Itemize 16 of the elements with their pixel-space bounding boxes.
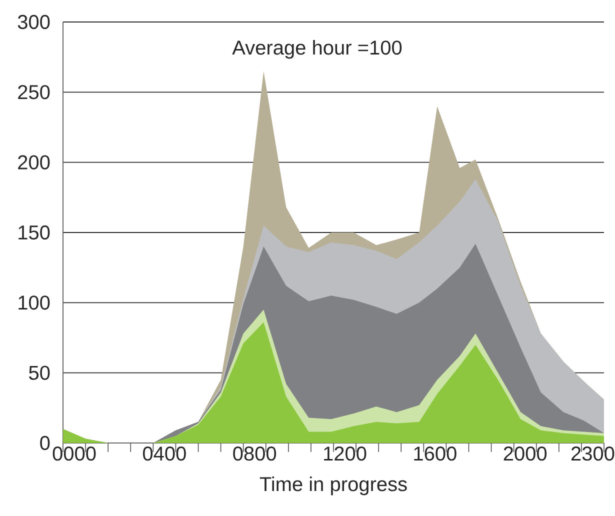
x-tick-label: 2000	[504, 446, 547, 461]
y-tick-label: 100	[18, 296, 50, 310]
x-tick-label: 1600	[414, 446, 456, 461]
y-tick-label: 150	[18, 225, 50, 240]
x-tick-label: 0800	[233, 446, 276, 461]
x-axis-title: Time in progress	[260, 476, 407, 496]
y-tick-label: 0	[40, 436, 50, 450]
y-tick-label: 250	[18, 85, 50, 100]
x-tick-label: 2300	[571, 446, 614, 461]
y-tick-label: 300	[18, 14, 50, 30]
annotation: Average hour =100	[232, 40, 402, 59]
y-tick-label: 50	[29, 366, 50, 380]
y-tick-label: 200	[18, 155, 50, 170]
x-tick-label: 1200	[324, 446, 366, 461]
x-tick-label: 0000	[52, 446, 96, 461]
x-tick-label: 0400	[142, 446, 186, 461]
